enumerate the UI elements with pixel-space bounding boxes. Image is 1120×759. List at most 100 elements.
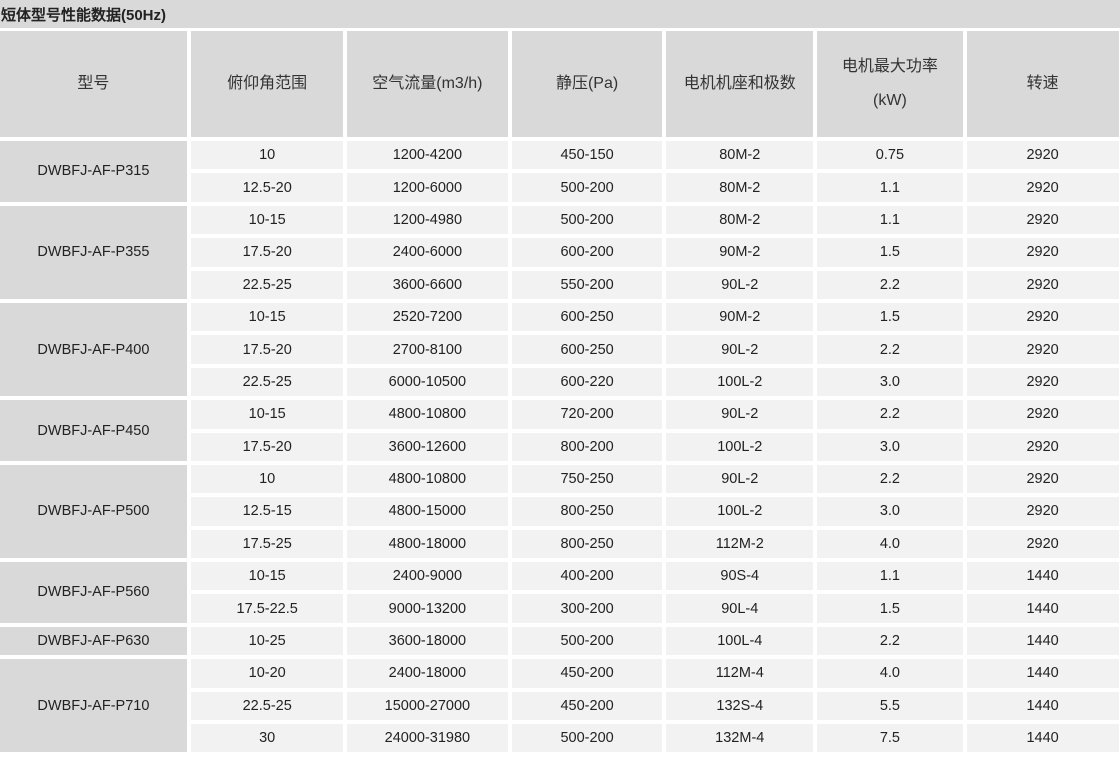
motor-frame-cell: 112M-2: [666, 529, 814, 559]
airflow-cell: 3600-12600: [347, 432, 508, 461]
header-motor-frame: 电机机座和极数: [666, 31, 814, 137]
table-row: 17.5-25 4800-18000 800-250 112M-2 4.0 2920: [0, 529, 1119, 559]
table-row: 12.5-20 1200-6000 500-200 80M-2 1.1 2920: [0, 173, 1119, 202]
motor-frame-cell: 100L-2: [666, 432, 814, 461]
pitch-angle-cell: 22.5-25: [191, 270, 344, 299]
pitch-angle-cell: 10-15: [191, 562, 344, 591]
header-airflow: 空气流量(m3/h): [347, 31, 508, 137]
speed-cell: 1440: [966, 626, 1119, 656]
table-row: DWBFJ-AF-P710 10-20 2400-18000 450-200 112M-…: [0, 659, 1119, 753]
static-pressure-cell: 450-150: [511, 141, 663, 170]
pitch-angle-cell: 10: [191, 141, 344, 170]
performance-table: 型号 俯仰角范围 空气流量(m3/h) 静压(Pa) 电机机座和极数 电机最大功…: [0, 27, 1120, 756]
pitch-angle-cell: 10-15: [191, 302, 344, 332]
motor-frame-cell: 100L-2: [666, 367, 814, 397]
static-pressure-cell: 600-250: [511, 335, 663, 364]
airflow-cell: 2400-6000: [347, 238, 508, 267]
motor-power-cell: 2.2: [817, 400, 963, 429]
speed-cell: 2920: [966, 173, 1119, 202]
table-row: 17.5-20 2400-6000 600-200 90M-2 1.5 2920: [0, 238, 1119, 267]
motor-frame-cell: 100L-2: [666, 497, 814, 526]
speed-cell: 2920: [966, 497, 1119, 526]
model-cell: DWBFJ-AF-P560: [0, 562, 188, 623]
motor-frame-cell: 90L-2: [666, 400, 814, 429]
static-pressure-cell: 600-250: [511, 302, 663, 332]
speed-cell: 2920: [966, 270, 1119, 299]
pitch-angle-cell: 12.5-15: [191, 497, 344, 526]
header-motor-power: 电机最大功率 (kW): [817, 31, 963, 137]
table-row: 17.5-20 3600-12600 800-200 100L-2 3.0 2920: [0, 432, 1119, 461]
static-pressure-cell: 300-200: [511, 594, 663, 623]
speed-cell: 1440: [966, 659, 1119, 688]
motor-frame-cell: 112M-4: [666, 659, 814, 688]
table-row: 17.5-20 2700-8100 600-250 90L-2 2.2 2920: [0, 335, 1119, 364]
pitch-angle-cell: 10: [191, 464, 344, 494]
pitch-angle-cell: 17.5-25: [191, 529, 344, 559]
table-row: 22.5-25 15000-27000 450-200 132S-4 5.5 1440: [0, 691, 1119, 721]
static-pressure-cell: 750-250: [511, 464, 663, 494]
model-cell: DWBFJ-AF-P500: [0, 464, 188, 559]
speed-cell: 2920: [966, 529, 1119, 559]
static-pressure-cell: 450-200: [511, 691, 663, 721]
airflow-cell: 3600-6600: [347, 270, 508, 299]
motor-power-cell: 3.0: [817, 367, 963, 397]
motor-frame-cell: 80M-2: [666, 173, 814, 202]
speed-cell: 1440: [966, 594, 1119, 623]
pitch-angle-cell: 17.5-20: [191, 432, 344, 461]
pitch-angle-cell: 10-20: [191, 659, 344, 688]
speed-cell: 1440: [966, 691, 1119, 721]
speed-cell: 2920: [966, 238, 1119, 267]
airflow-cell: 1200-4980: [347, 205, 508, 235]
airflow-cell: 4800-10800: [347, 400, 508, 429]
motor-power-cell: 1.5: [817, 594, 963, 623]
static-pressure-cell: 500-200: [511, 626, 663, 656]
motor-frame-cell: 80M-2: [666, 205, 814, 235]
header-motor-power-unit: (kW): [873, 92, 907, 109]
model-cell: DWBFJ-AF-P315: [0, 141, 188, 202]
motor-frame-cell: 90L-2: [666, 464, 814, 494]
speed-cell: 2920: [966, 432, 1119, 461]
table-title: 短体型号性能数据(50Hz): [0, 0, 1120, 28]
airflow-cell: 24000-31980: [347, 724, 508, 753]
static-pressure-cell: 450-200: [511, 659, 663, 688]
table-row: DWBFJ-AF-P450 10-15 4800-10800 720-200 90L-2…: [0, 400, 1119, 461]
motor-power-cell: 3.0: [817, 497, 963, 526]
airflow-cell: 6000-10500: [347, 367, 508, 397]
airflow-cell: 2400-9000: [347, 562, 508, 591]
motor-frame-cell: 132M-4: [666, 724, 814, 753]
pitch-angle-cell: 10-25: [191, 626, 344, 656]
motor-power-cell: 0.75: [817, 141, 963, 170]
header-pitch-angle: 俯仰角范围: [191, 31, 344, 137]
table-row: DWBFJ-AF-P560 10-15 2400-9000 400-200 90S-4 1…: [0, 562, 1119, 623]
speed-cell: 1440: [966, 562, 1119, 591]
motor-frame-cell: 90L-2: [666, 270, 814, 299]
static-pressure-cell: 800-250: [511, 497, 663, 526]
table-row: 30 24000-31980 500-200 132M-4 7.5 1440: [0, 724, 1119, 753]
speed-cell: 2920: [966, 302, 1119, 332]
table-row: DWBFJ-AF-P355 10-15 1200-4980 500-200 80M-2 1…: [0, 205, 1119, 299]
header-speed: 转速: [966, 31, 1119, 137]
static-pressure-cell: 400-200: [511, 562, 663, 591]
model-cell: DWBFJ-AF-P450: [0, 400, 188, 461]
motor-power-cell: 1.1: [817, 173, 963, 202]
static-pressure-cell: 800-250: [511, 529, 663, 559]
motor-power-cell: 1.5: [817, 238, 963, 267]
motor-power-cell: 2.2: [817, 335, 963, 364]
motor-frame-cell: 90L-2: [666, 335, 814, 364]
static-pressure-cell: 600-200: [511, 238, 663, 267]
airflow-cell: 1200-6000: [347, 173, 508, 202]
motor-power-cell: 4.0: [817, 659, 963, 688]
speed-cell: 2920: [966, 205, 1119, 235]
airflow-cell: 3600-18000: [347, 626, 508, 656]
header-motor-power-label: 电机最大功率: [841, 58, 938, 75]
airflow-cell: 4800-10800: [347, 464, 508, 494]
airflow-cell: 9000-13200: [347, 594, 508, 623]
pitch-angle-cell: 17.5-20: [191, 238, 344, 267]
pitch-angle-cell: 22.5-25: [191, 367, 344, 397]
static-pressure-cell: 500-200: [511, 205, 663, 235]
motor-frame-cell: 90M-2: [666, 302, 814, 332]
airflow-cell: 15000-27000: [347, 691, 508, 721]
model-cell: DWBFJ-AF-P710: [0, 659, 188, 753]
static-pressure-cell: 550-200: [511, 270, 663, 299]
table-row: DWBFJ-AF-P400 10-15 2520-7200 600-250 90M-2 1…: [0, 302, 1119, 397]
